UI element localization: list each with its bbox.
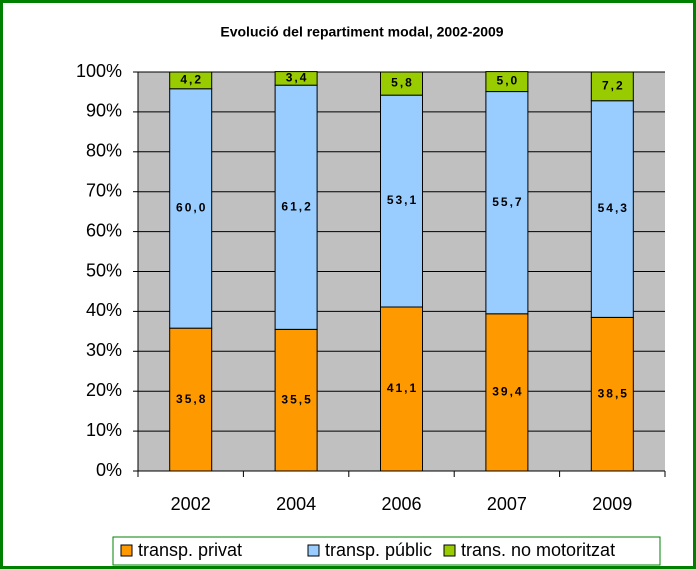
y-tick-label: 70% <box>86 180 122 200</box>
bar-segment <box>169 88 213 329</box>
legend-label: transp. públic <box>325 540 432 560</box>
y-tick-label: 0% <box>96 460 122 480</box>
bar-segment <box>274 328 318 472</box>
data-label: 3,4 <box>286 71 309 85</box>
data-label: 5,0 <box>497 74 520 88</box>
legend-swatch <box>307 544 320 557</box>
bar-segment <box>380 306 423 472</box>
bar-segment <box>485 313 529 472</box>
bar-segment <box>169 327 213 472</box>
bar-segment <box>380 71 423 96</box>
x-tick-label: 2004 <box>276 494 316 514</box>
data-label: 35,5 <box>281 392 312 406</box>
bar-segment <box>485 71 529 93</box>
bar-segment <box>380 94 423 308</box>
bar-segment <box>274 84 318 330</box>
data-label: 39,4 <box>492 385 523 399</box>
y-tick-label: 100% <box>76 61 122 81</box>
y-tick-label: 10% <box>86 420 122 440</box>
x-tick-label: 2002 <box>171 494 211 514</box>
data-label: 53,1 <box>387 193 418 207</box>
data-label: 54,3 <box>598 201 629 215</box>
legend-swatch <box>120 544 133 557</box>
data-label: 4,2 <box>180 73 203 87</box>
bar-segment <box>485 91 529 315</box>
data-label: 61,2 <box>281 199 312 213</box>
x-tick-label: 2007 <box>487 494 527 514</box>
y-tick-label: 20% <box>86 380 122 400</box>
legend-label: transp. privat <box>138 540 242 560</box>
y-tick-label: 80% <box>86 141 122 161</box>
bar-segment <box>274 71 318 86</box>
y-tick-label: 50% <box>86 260 122 280</box>
legend-box <box>112 536 661 566</box>
chart-title: Evolució del repartiment modal, 2002-200… <box>220 24 503 40</box>
legend-swatch <box>443 544 456 557</box>
data-label: 35,8 <box>176 392 207 406</box>
data-label: 38,5 <box>598 386 629 400</box>
data-label: 60,0 <box>176 201 207 215</box>
legend-label: trans. no motoritzat <box>461 540 615 560</box>
y-tick-label: 60% <box>86 220 122 240</box>
bar-segment <box>590 100 634 318</box>
data-label: 55,7 <box>492 195 523 209</box>
bar-segment <box>169 71 213 90</box>
y-tick-label: 30% <box>86 340 122 360</box>
bar-segment <box>590 316 634 472</box>
x-tick-label: 2006 <box>381 494 421 514</box>
y-tick-label: 40% <box>86 300 122 320</box>
x-tick-label: 2009 <box>592 494 632 514</box>
data-label: 41,1 <box>387 381 418 395</box>
bar-segment <box>590 71 634 102</box>
y-tick-label: 90% <box>86 101 122 121</box>
data-label: 5,8 <box>391 76 414 90</box>
data-label: 7,2 <box>602 79 625 93</box>
